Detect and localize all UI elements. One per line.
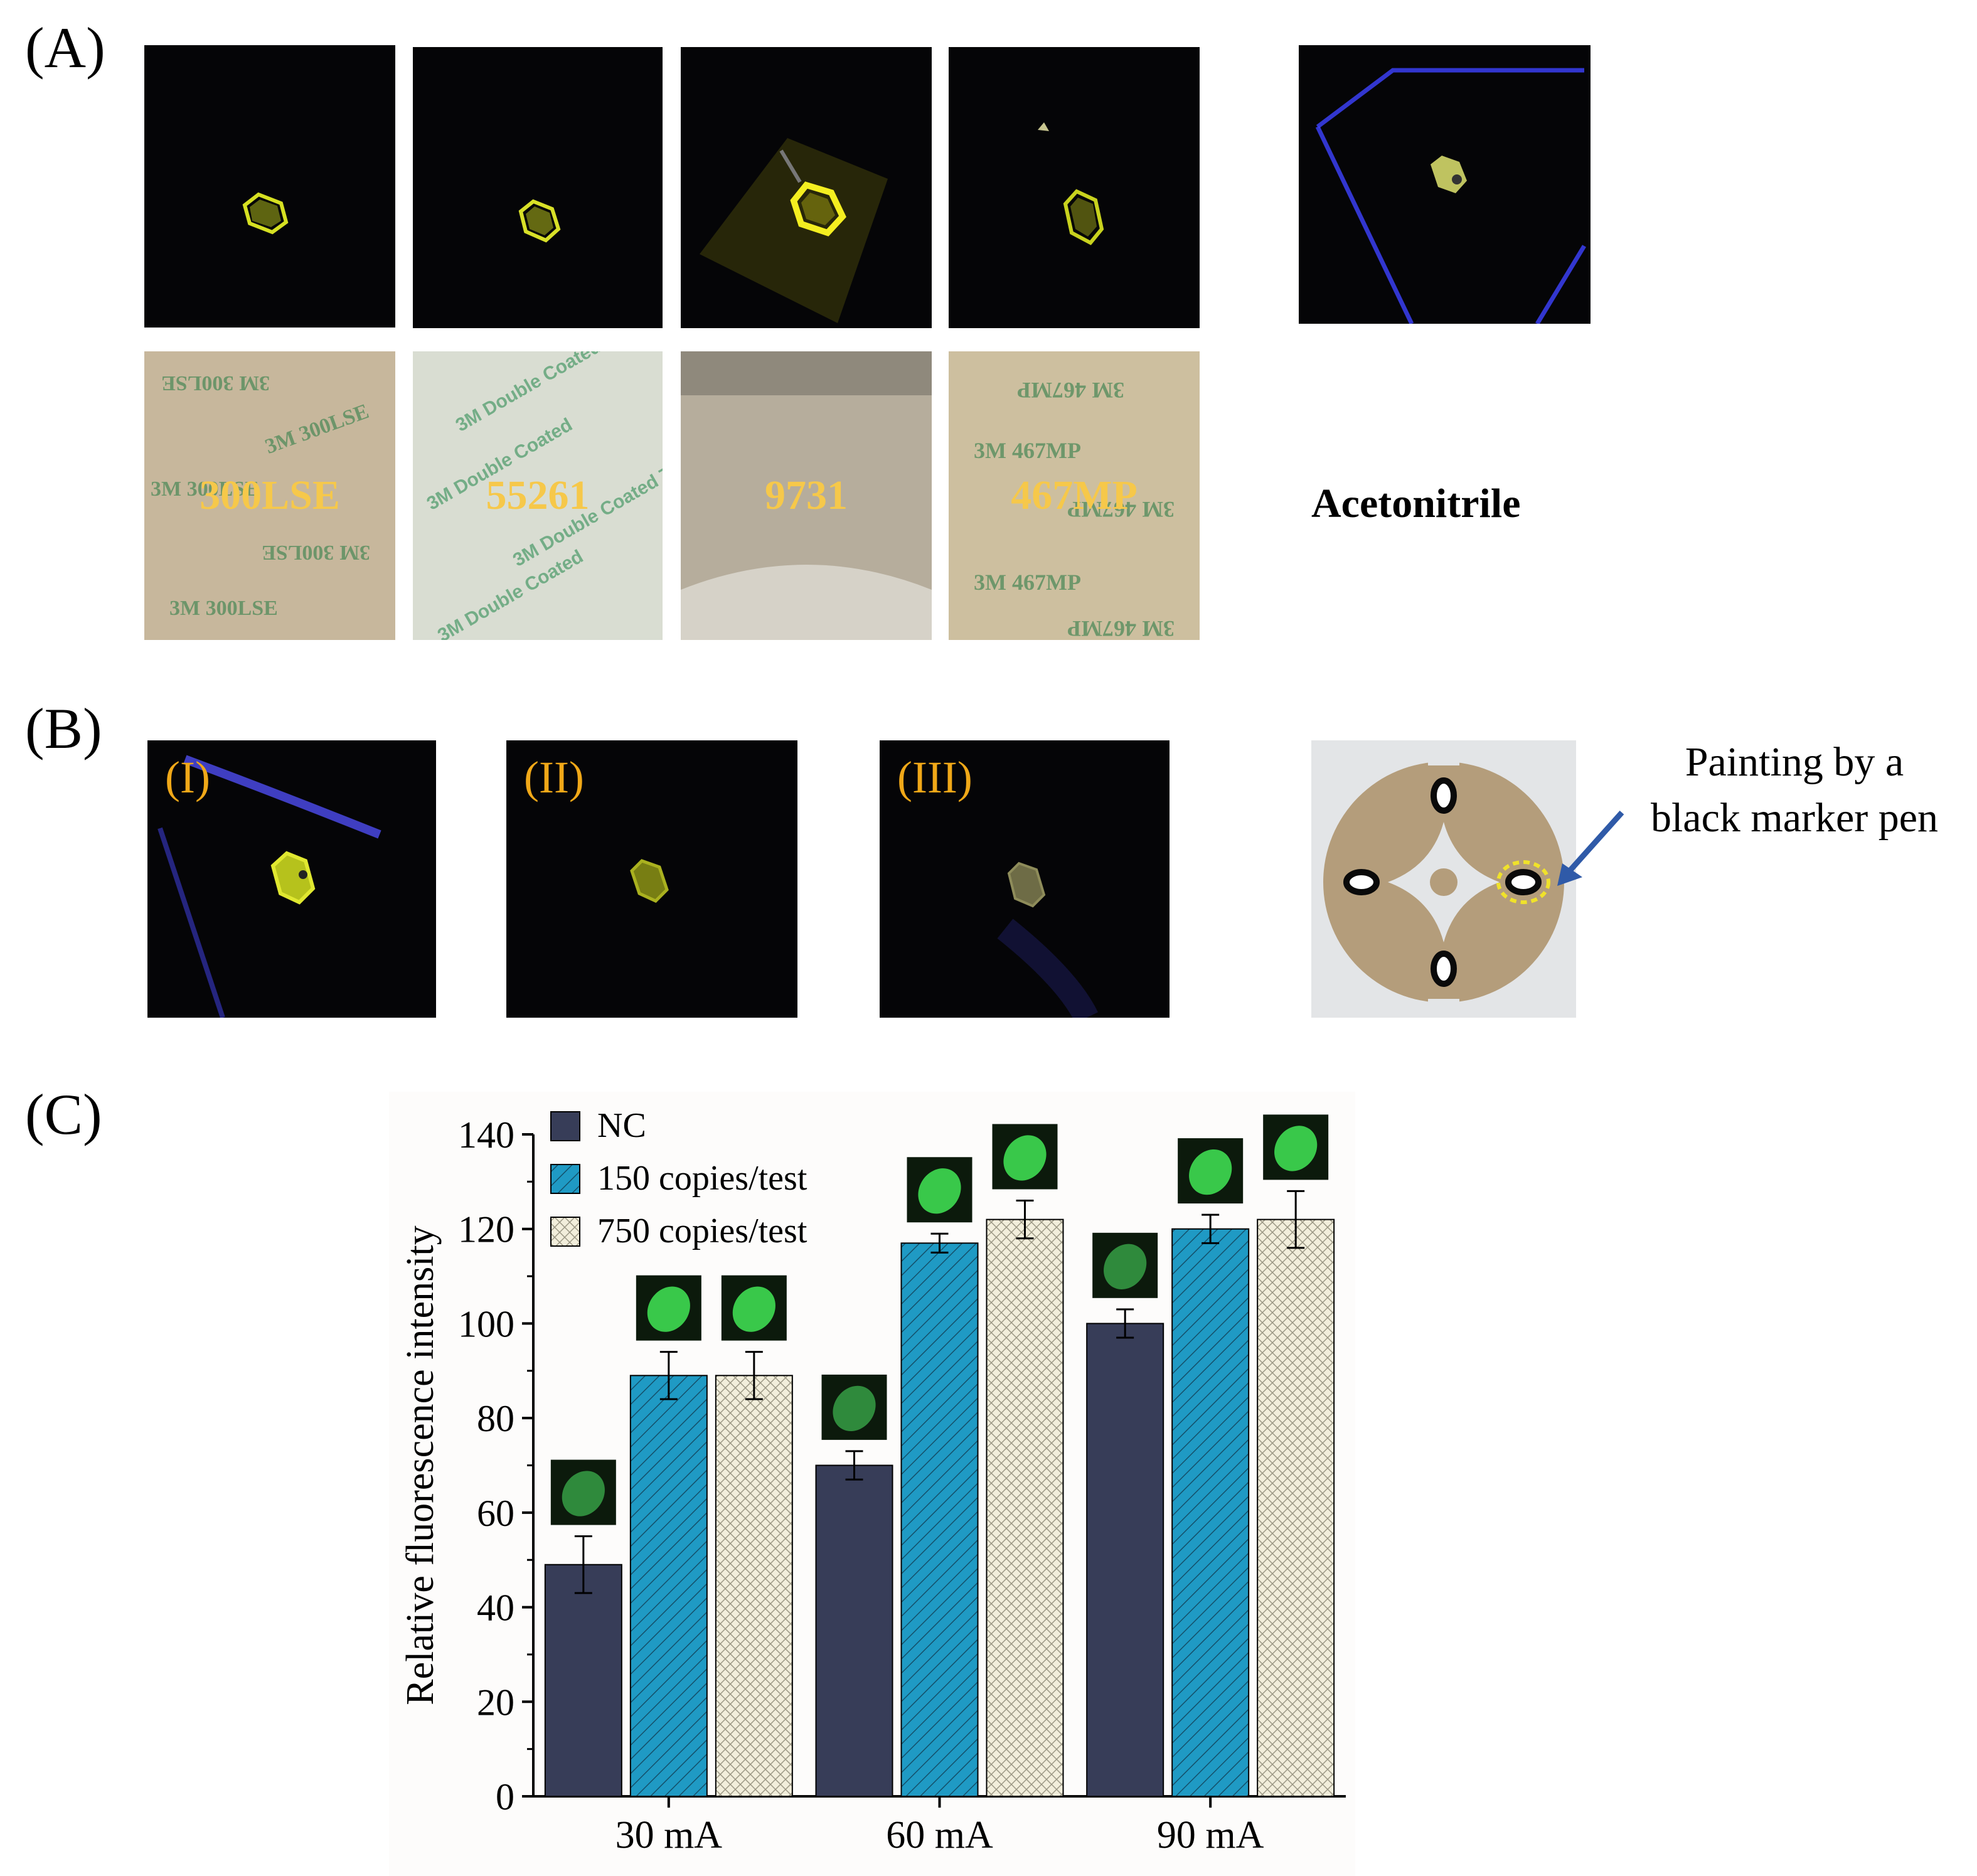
annotation-text: Painting by a black marker pen (1619, 734, 1970, 846)
legend-swatch (550, 1164, 580, 1194)
fluorescence-photo-467mp (949, 47, 1200, 328)
svg-text:3M 300LSE: 3M 300LSE (161, 371, 270, 395)
photo-label-i: (I) (165, 752, 210, 802)
y-tick-label: 100 (458, 1303, 514, 1345)
solvent-label-acetonitrile: Acetonitrile (1311, 481, 1521, 526)
y-tick-label: 60 (477, 1493, 514, 1534)
fluorescence-chamber (647, 1286, 690, 1332)
fluorescence-chamber (732, 1286, 775, 1332)
legend-swatch (550, 1111, 580, 1141)
y-tick-label: 120 (458, 1209, 514, 1250)
bar-chart-svg: 0 20 40 60 80 100 120 140 Relative fluorescence … (389, 1092, 1355, 1876)
y-tick-label: 0 (496, 1776, 514, 1818)
annotation-arrow (1557, 810, 1624, 886)
fluorescence-photo-300lse (144, 45, 395, 328)
legend-label: NC (597, 1106, 646, 1145)
y-tick-label: 20 (477, 1681, 514, 1723)
tape-label-300lse: 300LSE (200, 472, 340, 518)
panel-label-a: (A) (25, 16, 105, 80)
x-tick-label: 90 mA (1157, 1814, 1264, 1857)
microfluidic-disc-photo (1311, 740, 1576, 1018)
photo-label-ii: (II) (524, 752, 584, 802)
tape-reel-55261: 3M Double Coated Tape 3M Double Coated 3… (413, 351, 663, 640)
panel-label-b: (B) (25, 696, 102, 760)
panel-label-c: (C) (25, 1082, 102, 1146)
bar-nc (544, 1564, 622, 1797)
svg-text:3M 467MP: 3M 467MP (974, 570, 1081, 595)
svg-text:3M 467MP: 3M 467MP (1017, 378, 1124, 403)
annotation-line-1: Painting by a (1685, 739, 1904, 785)
svg-text:3M 300LSE: 3M 300LSE (262, 400, 372, 459)
x-tick-label: 30 mA (615, 1814, 723, 1857)
tape-reel-9731: 9731 (681, 351, 932, 640)
svg-text:3M 300LSE: 3M 300LSE (262, 541, 370, 564)
y-tick-label: 80 (477, 1398, 514, 1439)
fluorescence-photo-i: (I) (147, 740, 436, 1018)
bar-150-copies-test (900, 1242, 979, 1798)
bar-750-copies-test (986, 1218, 1064, 1797)
photo-label-iii: (III) (897, 752, 973, 802)
bar-chart: 0 20 40 60 80 100 120 140 Relative fluorescence … (389, 1092, 1355, 1876)
tape-label-467mp: 467MP (1011, 472, 1138, 518)
tape-reel-300lse: 3M 300LSE 3M 300LSE 3M 300LSE 3M 300LSE … (144, 351, 395, 640)
bar-nc (815, 1464, 893, 1797)
svg-text:3M 467MP: 3M 467MP (974, 438, 1081, 463)
tape-label-9731: 9731 (765, 472, 848, 518)
fluorescence-photo-55261 (413, 47, 663, 328)
svg-text:3M 467MP: 3M 467MP (1067, 616, 1175, 640)
x-tick-label: 60 mA (886, 1814, 993, 1857)
y-tick-label: 140 (458, 1114, 514, 1156)
fluorescence-photo-acetonitrile (1299, 45, 1591, 324)
legend-label: 750 copies/test (597, 1212, 807, 1250)
fluorescence-chamber (918, 1168, 961, 1214)
tape-reel-467mp: 3M 467MP 3M 467MP 3M 467MP 3M 467MP 3M 4… (949, 351, 1200, 640)
fluorescence-chamber (1104, 1244, 1147, 1289)
svg-text:3M 467MP: 3M 467MP (1067, 497, 1175, 522)
tape-label-55261: 55261 (486, 472, 590, 518)
svg-text:3M 300LSE: 3M 300LSE (169, 597, 278, 620)
svg-text:3M Double Coated: 3M Double Coated (434, 546, 587, 640)
bar-150-copies-test (629, 1375, 708, 1798)
legend-swatch (550, 1217, 580, 1247)
fluorescence-chamber (1274, 1126, 1318, 1171)
y-axis-label: Relative fluorescence intensity (399, 1225, 442, 1705)
annotation-line-2: black marker pen (1650, 795, 1939, 841)
fluorescence-photo-9731 (681, 47, 932, 328)
fluorescence-chamber (562, 1471, 605, 1516)
bar-750-copies-test (715, 1375, 793, 1798)
bar-nc (1086, 1323, 1164, 1797)
y-tick-label: 40 (477, 1587, 514, 1629)
fluorescence-chamber (1189, 1149, 1232, 1195)
legend-label: 150 copies/test (597, 1159, 807, 1198)
fluorescence-photo-iii: (III) (880, 740, 1170, 1018)
bar-750-copies-test (1257, 1218, 1335, 1797)
fluorescence-photo-ii: (II) (506, 740, 797, 1018)
fluorescence-chamber (1003, 1135, 1047, 1181)
svg-text:3M 300LSE: 3M 300LSE (151, 477, 259, 501)
fluorescence-chamber (833, 1385, 876, 1432)
bar-150-copies-test (1171, 1228, 1250, 1797)
